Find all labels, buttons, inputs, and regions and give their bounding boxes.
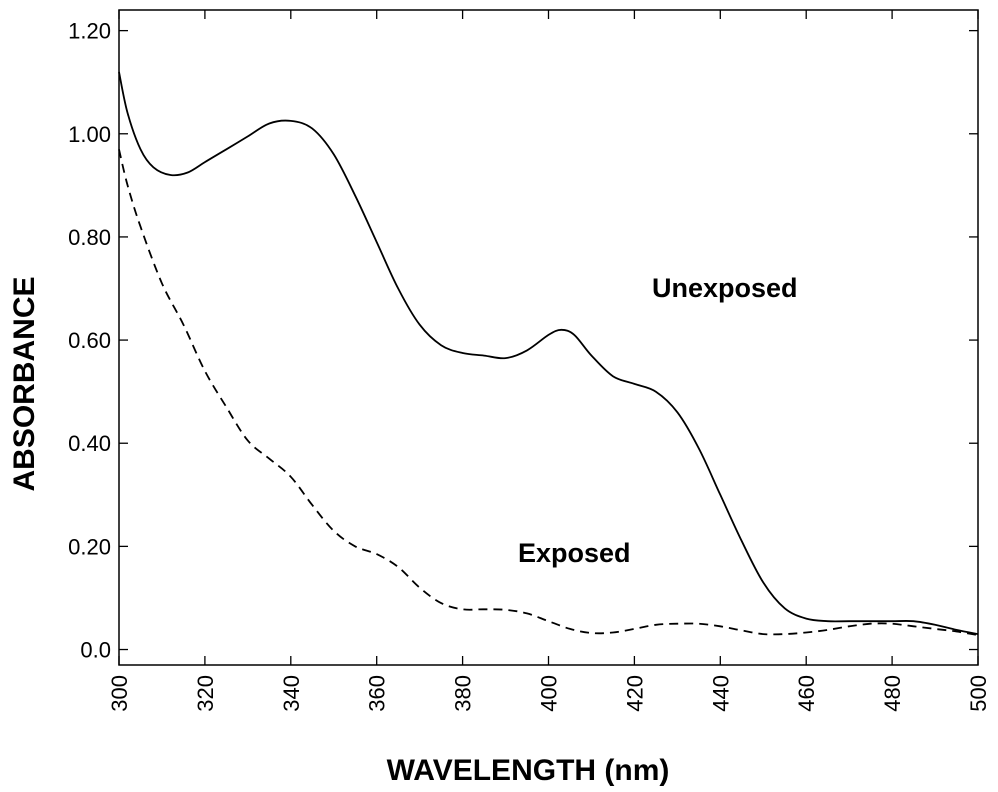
- y-axis-title: ABSORBANCE: [8, 276, 41, 491]
- y-axis-ticks: 0.0 0.20 0.40 0.60 0.80 1.00 1.20: [68, 19, 978, 663]
- series-line-exposed: [118, 149, 979, 636]
- x-tick-label: 500: [966, 675, 991, 712]
- x-tick-label: 340: [279, 675, 304, 712]
- x-tick-label: 300: [107, 675, 132, 712]
- y-tick-label: 0.80: [68, 225, 111, 250]
- x-tick-label: 320: [193, 675, 218, 712]
- y-tick-label: 1.20: [68, 19, 111, 44]
- y-tick-label: 1.00: [68, 122, 111, 147]
- y-tick-label: 0.40: [68, 431, 111, 456]
- y-tick-label: 0.20: [68, 534, 111, 559]
- x-tick-label: 420: [622, 675, 647, 712]
- x-tick-label: 460: [794, 675, 819, 712]
- x-axis-title: WAVELENGTH (nm): [387, 754, 670, 787]
- series-layer: [118, 71, 979, 636]
- x-tick-label: 440: [708, 675, 733, 712]
- x-tick-label: 480: [880, 675, 905, 712]
- x-axis-ticks: 300 320 340 360 380 400 420 440 460 480 500: [107, 10, 991, 712]
- x-tick-label: 380: [451, 675, 476, 712]
- y-tick-label: 0.0: [80, 638, 111, 663]
- annotation-exposed: Exposed: [518, 538, 631, 568]
- annotation-unexposed: Unexposed: [652, 273, 798, 303]
- series-line-unexposed: [118, 71, 979, 635]
- x-tick-label: 360: [365, 675, 390, 712]
- x-tick-label: 400: [537, 675, 562, 712]
- y-tick-label: 0.60: [68, 328, 111, 353]
